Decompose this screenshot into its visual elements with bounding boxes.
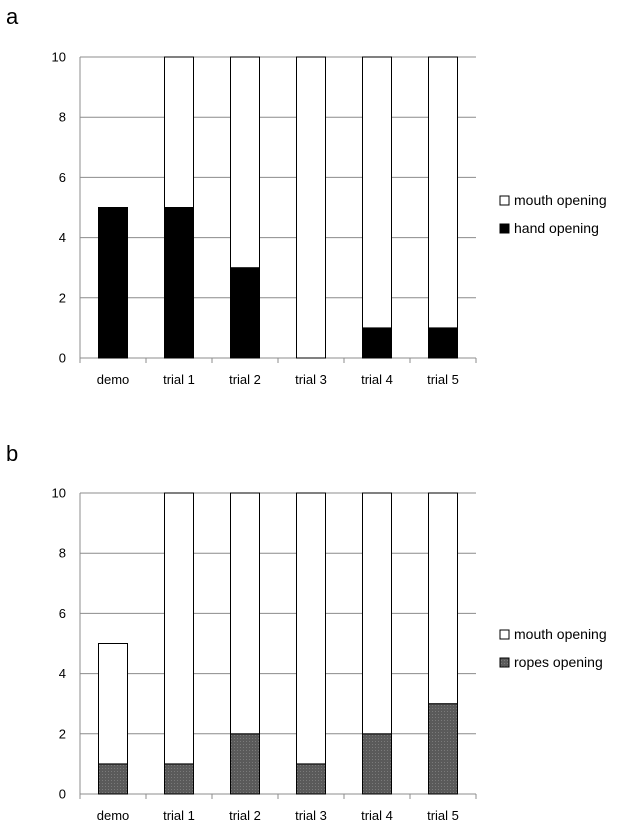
panel-a-xtick-label-3: trial 3 (295, 372, 327, 387)
panel-a-xtick-label-1: trial 1 (163, 372, 195, 387)
panel-b-legend-swatch-1 (499, 657, 510, 668)
panel-b-bar-ropes-opening-4 (362, 733, 392, 795)
panel-b-bar-mouth-opening-3 (296, 492, 326, 765)
panel-a-xtick-label-2: trial 2 (229, 372, 261, 387)
panel-b-letter: b (6, 441, 18, 466)
panel-a-xtick-label-5: trial 5 (427, 372, 459, 387)
panel-b-xtick-label-4: trial 4 (361, 808, 393, 823)
panel-b-legend-label-1: ropes opening (514, 654, 603, 670)
panel-b-bar-mouth-opening-0 (98, 643, 128, 765)
panel-a-bar-mouth-opening-5 (428, 56, 458, 329)
panel-a-bar-hand-opening-4 (362, 327, 392, 359)
panel-a-ytick-10: 10 (52, 50, 66, 65)
panel-a-bar-mouth-opening-2 (230, 56, 260, 269)
panel-b-xtick-label-0: demo (97, 808, 130, 823)
panel-a-bar-mouth-opening-1 (164, 56, 194, 208)
panel-a-bar-mouth-opening-4 (362, 56, 392, 329)
panel-a-bar-mouth-opening-3 (296, 56, 326, 359)
panel-b-legend-label-0: mouth opening (514, 626, 607, 642)
panel-a-bar-hand-opening-5 (428, 327, 458, 359)
panel-b-bar-mouth-opening-1 (164, 492, 194, 765)
panel-a-xtick-label-4: trial 4 (361, 372, 393, 387)
panel-a: a 0 2 4 6 8 10 demo trial 1 trial 2 trial 3 trial … (6, 4, 607, 387)
panel-a-bar-hand-opening-2 (230, 267, 260, 359)
panel-a-ytick-6: 6 (59, 170, 66, 185)
panel-b: b 0 2 4 6 8 10 demo trial 1 trial 2 trial 3 trial … (6, 441, 607, 823)
panel-b-bar-ropes-opening-2 (230, 733, 260, 795)
panel-a-legend-label-0: mouth opening (514, 192, 607, 208)
panel-a-ytick-2: 2 (59, 290, 66, 305)
panel-b-xtick-label-5: trial 5 (427, 808, 459, 823)
panel-b-xtick-label-3: trial 3 (295, 808, 327, 823)
panel-b-bar-mouth-opening-5 (428, 492, 458, 705)
panel-b-ytick-2: 2 (59, 726, 66, 741)
panel-b-ytick-0: 0 (59, 787, 66, 802)
panel-b-bar-mouth-opening-4 (362, 492, 392, 735)
panel-a-bar-hand-opening-1 (164, 207, 194, 359)
panel-a-letter: a (6, 4, 19, 29)
panel-a-bar-hand-opening-0 (98, 207, 128, 359)
panel-b-bar-ropes-opening-5 (428, 703, 458, 795)
panel-b-bar-ropes-opening-0 (98, 763, 128, 795)
panel-b-bar-mouth-opening-2 (230, 492, 260, 735)
panel-b-ytick-8: 8 (59, 546, 66, 561)
panel-b-legend-swatch-0 (499, 629, 510, 640)
panel-b-xtick-label-1: trial 1 (163, 808, 195, 823)
panel-b-bar-ropes-opening-3 (296, 763, 326, 795)
panel-b-ytick-6: 6 (59, 606, 66, 621)
panel-a-legend-swatch-0 (499, 195, 510, 206)
panel-a-ytick-0: 0 (59, 351, 66, 366)
panel-b-xtick-label-2: trial 2 (229, 808, 261, 823)
panel-b-ytick-10: 10 (52, 486, 66, 501)
panel-b-bar-ropes-opening-1 (164, 763, 194, 795)
panel-a-legend-label-1: hand opening (514, 220, 599, 236)
panel-a-legend-swatch-1 (499, 223, 510, 234)
panel-a-ytick-8: 8 (59, 110, 66, 125)
panel-a-xtick-label-0: demo (97, 372, 130, 387)
panel-b-ytick-4: 4 (59, 666, 66, 681)
panel-a-ytick-4: 4 (59, 230, 66, 245)
